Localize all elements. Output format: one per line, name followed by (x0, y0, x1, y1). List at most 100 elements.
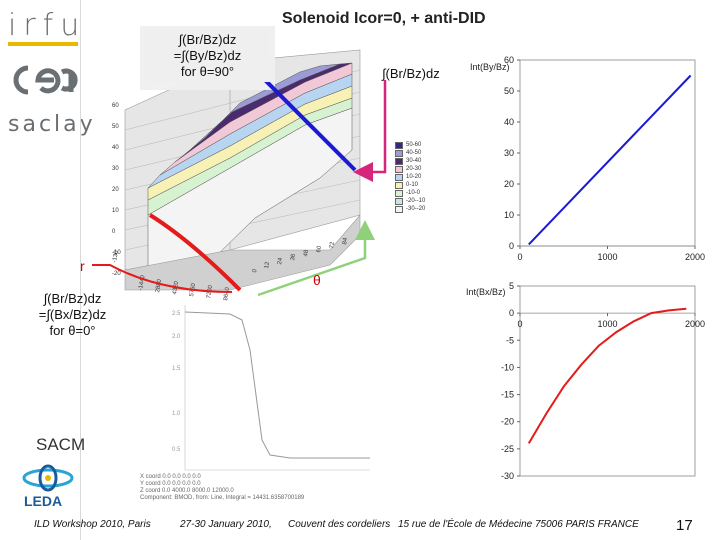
surface-legend: 50-60 40-50 30-40 20-30 10-20 0-10 -10-0 -20--1… (395, 141, 425, 213)
legend-swatch (395, 173, 403, 181)
note-line: =∫(Bx/Bz)dz (38, 307, 107, 322)
y-tick-label: 5 (509, 281, 514, 291)
component-row: Y coord 0.0 0.0 0.0 0.0 (140, 481, 201, 487)
legend-label: -20--10 (406, 198, 426, 204)
irfu-logo-text: irfu (8, 8, 87, 43)
x-tick-label: 1000 (597, 319, 617, 329)
footer-workshop: ILD Workshop 2010, Paris (34, 519, 151, 530)
legend-entry: 20-30 (395, 165, 425, 173)
component-info: X coord 0.0 0.0 0.0 0.0 Y coord 0.0 0.0 … (140, 474, 304, 502)
x-tick-label: 2000 (685, 319, 705, 329)
legend-swatch (395, 149, 403, 157)
y-tick-label: 20 (504, 179, 514, 189)
legend-label: 0-10 (406, 182, 419, 188)
legend-label: 10-20 (406, 174, 422, 180)
series-line (528, 74, 692, 246)
leda-logo: LEDA (22, 464, 74, 509)
surface-y-tick: 20 (112, 187, 119, 193)
footer-venue: Couvent des cordeliers (288, 519, 391, 530)
r-axis-label: r (80, 258, 85, 274)
legend-swatch (395, 165, 403, 173)
x-tick-label: 0 (517, 319, 522, 329)
sidebar-divider (80, 0, 81, 540)
bg-y-tick: 0.5 (172, 447, 181, 453)
y-tick-label: -5 (506, 335, 514, 345)
component-row: X coord 0.0 0.0 0.0 0.0 (140, 474, 201, 480)
slide-title: Solenoid Icor=0, + anti-DID (282, 10, 486, 27)
y-tick-label: -20 (501, 417, 514, 427)
series-line (527, 307, 687, 444)
legend-swatch (395, 197, 403, 205)
theta-axis-label: θ (313, 272, 321, 288)
x-tick-label: 0 (517, 252, 522, 262)
legend-entry: 50-60 (395, 141, 425, 149)
bg-y-tick: 2.0 (172, 334, 181, 340)
y-tick-label: 40 (504, 117, 514, 127)
surface-y-tick: -10 (112, 250, 121, 256)
legend-entry: -30--20 (395, 205, 425, 213)
legend-swatch (395, 189, 403, 197)
note-line: for θ=90° (180, 64, 235, 79)
chart1-ylabel: Int(By/Bz) (470, 62, 510, 72)
note-theta-0: ∫(Br/Bz)dz =∫(Bx/Bz)dz for θ=0° (20, 291, 125, 339)
note-theta-90: ∫(Br/Bz)dz =∫(By/Bz)dz for θ=90° (145, 30, 270, 82)
legend-swatch (395, 141, 403, 149)
footer-address: 15 rue de l'École de Médecine 75006 PARI… (398, 519, 639, 530)
leda-text: LEDA (24, 493, 62, 509)
footer-date: 27-30 January 2010, (180, 519, 272, 530)
legend-swatch (395, 205, 403, 213)
surface-y-tick: 40 (112, 145, 119, 151)
component-row: Component: BMOD, from: Line, Integral = … (140, 495, 305, 501)
legend-entry: 40-50 (395, 149, 425, 157)
surface-y-tick: 30 (112, 166, 119, 172)
y-tick-label: -15 (501, 390, 514, 400)
legend-label: -30--20 (406, 206, 426, 212)
y-tick-label: 60 (504, 55, 514, 65)
surface-y-tick: -20 (112, 271, 121, 277)
legend-swatch (395, 181, 403, 189)
note-line: for θ=0° (49, 323, 96, 338)
legend-label: 50-60 (406, 142, 422, 148)
note-line: ∫(Br/Bz)dz (178, 32, 237, 47)
legend-entry: -10-0 (395, 189, 425, 197)
irfu-logo-bar (8, 42, 78, 46)
red-curve (148, 213, 242, 292)
x-tick-label: 2000 (685, 252, 705, 262)
surface-y-tick: 60 (112, 103, 119, 109)
legend-swatch (395, 157, 403, 165)
y-tick-label: 0 (509, 241, 514, 251)
chart2-ylabel: Int(Bx/Bz) (466, 287, 506, 297)
note-line: =∫(By/Bz)dz (173, 48, 242, 63)
saclay-logo-text: saclay (8, 112, 96, 137)
sacm-label: SACM (36, 435, 86, 454)
legend-entry: 0-10 (395, 181, 425, 189)
plot-frame (519, 285, 696, 477)
y-tick-label: -25 (501, 444, 514, 454)
page-number: 17 (676, 517, 693, 534)
bg-y-tick: 2.5 (172, 311, 181, 317)
note-line: ∫(Br/Bz)dz (43, 291, 102, 306)
note-br-integral: ∫(Br/Bz)dz (382, 66, 440, 81)
legend-label: 40-50 (406, 150, 422, 156)
y-tick-label: 10 (504, 210, 514, 220)
bg-y-tick: 1.0 (172, 411, 181, 417)
y-tick-label: 50 (504, 86, 514, 96)
legend-entry: 30-40 (395, 157, 425, 165)
y-tick-label: 30 (504, 148, 514, 158)
bg-y-tick: 1.5 (172, 366, 181, 372)
legend-label: 30-40 (406, 158, 422, 164)
legend-label: -10-0 (406, 190, 421, 196)
cea-logo (13, 65, 78, 95)
component-row: Z coord 0.0 4000.0 8000.0 12000.0 (140, 488, 234, 494)
surface-y-tick: 50 (112, 124, 119, 130)
legend-entry: 10-20 (395, 173, 425, 181)
y-tick-label: 0 (509, 308, 514, 318)
y-tick-label: -10 (501, 362, 514, 372)
legend-label: 20-30 (406, 166, 422, 172)
legend-entry: -20--10 (395, 197, 425, 205)
surface-y-tick: 10 (112, 208, 119, 214)
